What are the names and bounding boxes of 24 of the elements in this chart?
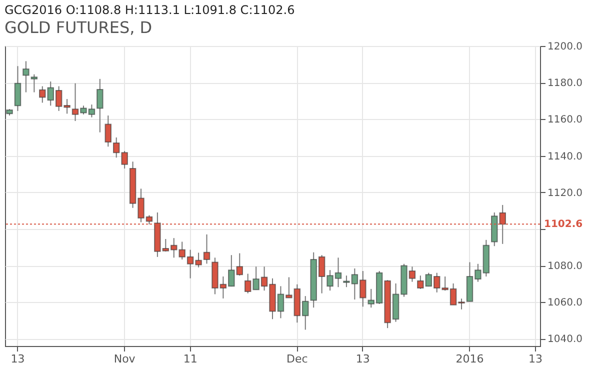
x-tick-label: Nov xyxy=(114,352,136,366)
x-tick-label: 2016 xyxy=(456,352,484,366)
y-tick-label: 1060.0 xyxy=(548,298,582,309)
x-tick-label: Dec xyxy=(286,352,308,366)
x-tick-label: 13 xyxy=(528,352,542,366)
y-tick-label: 1180.0 xyxy=(548,78,582,90)
candlestick xyxy=(30,74,38,93)
candlestick xyxy=(22,60,30,93)
x-tick-label: 13 xyxy=(10,352,25,366)
y-tick-label: 1080.0 xyxy=(548,261,582,272)
y-tick-label: 1120.0 xyxy=(548,188,582,199)
ref-line-label: 1102.6 xyxy=(544,219,583,230)
x-tick-label: 11 xyxy=(183,352,198,366)
chart-title: GOLD FUTURES, D xyxy=(4,18,152,37)
text: GCG2016 O:1108.8 H:1113.1 L:1091.8 C:1102.6 xyxy=(4,3,295,17)
y-tick-label: 1140.0 xyxy=(548,151,582,162)
y-tick-label: 1160.0 xyxy=(548,114,582,126)
x-tick-label: 13 xyxy=(356,352,370,366)
candlestick xyxy=(203,234,210,264)
candlestick xyxy=(96,78,104,133)
y-tick-label: 1040.0 xyxy=(548,334,582,346)
candlestick xyxy=(14,66,22,112)
candlestick xyxy=(104,115,112,148)
y-tick-label: 1200.0 xyxy=(548,42,582,52)
